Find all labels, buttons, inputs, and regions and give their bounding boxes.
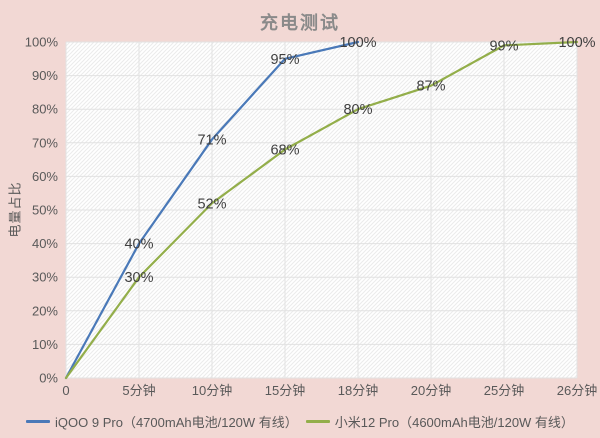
x-tick-label: 0 bbox=[62, 383, 69, 398]
data-point-label: 68% bbox=[270, 143, 299, 159]
legend-item-xiaomi-12-pro: 小米12 Pro（4600mAh电池/120W 有线） bbox=[305, 412, 574, 431]
legend-item-iqoo-9-pro: iQOO 9 Pro（4700mAh电池/120W 有线） bbox=[26, 412, 298, 431]
x-tick-label: 15分钟 bbox=[265, 383, 305, 398]
y-tick-label: 60% bbox=[32, 169, 58, 184]
gridlines bbox=[65, 41, 578, 379]
y-tick-label: 100% bbox=[25, 35, 59, 50]
y-tick-label: 20% bbox=[32, 303, 58, 318]
y-tick-label: 0% bbox=[39, 371, 58, 386]
data-point-label: 80% bbox=[343, 102, 372, 118]
data-point-label: 40% bbox=[124, 237, 153, 253]
series-line-0 bbox=[64, 40, 360, 380]
x-tick-label: 26分钟 bbox=[557, 383, 597, 398]
data-point-label: 100% bbox=[558, 35, 595, 51]
series-lines bbox=[64, 40, 579, 380]
y-tick-label: 90% bbox=[32, 68, 58, 83]
axis-tick-labels: 0% 10% 20% 30% 40% 50% 60% 70% 80% 90% 100% 0 5分钟 10分… bbox=[25, 35, 597, 399]
data-point-label: 100% bbox=[339, 35, 376, 51]
legend: iQOO 9 Pro（4700mAh电池/120W 有线） 小米12 Pro（4… bbox=[0, 412, 600, 431]
data-point-label: 30% bbox=[124, 270, 153, 286]
y-tick-label: 40% bbox=[32, 236, 58, 251]
y-axis-title: 电量占比 bbox=[7, 181, 23, 238]
data-point-label: 71% bbox=[197, 132, 226, 148]
y-tick-label: 50% bbox=[32, 203, 58, 218]
x-tick-label: 25分钟 bbox=[484, 383, 524, 398]
y-tick-label: 70% bbox=[32, 135, 58, 150]
x-tick-label: 20分钟 bbox=[411, 383, 451, 398]
legend-label: iQOO 9 Pro（4700mAh电池/120W 有线） bbox=[55, 415, 298, 430]
data-point-label: 87% bbox=[416, 79, 445, 95]
y-tick-label: 30% bbox=[32, 270, 58, 285]
data-point-label: 95% bbox=[270, 52, 299, 68]
chart-title: 充电测试 bbox=[260, 13, 340, 33]
x-tick-label: 18分钟 bbox=[338, 383, 378, 398]
data-point-label: 99% bbox=[489, 38, 518, 54]
xiaomi-line-swatch-icon bbox=[305, 420, 330, 423]
iqoo-line-swatch-icon bbox=[26, 420, 51, 423]
legend-label: 小米12 Pro（4600mAh电池/120W 有线） bbox=[334, 415, 574, 430]
y-tick-label: 10% bbox=[32, 337, 58, 352]
y-tick-label: 80% bbox=[32, 102, 58, 117]
x-tick-label: 10分钟 bbox=[192, 383, 232, 398]
data-point-labels: 40% 71% 95% 100% 30% 52% 68% 80% 87% 99% 100% bbox=[124, 35, 595, 286]
data-point-label: 52% bbox=[197, 196, 226, 212]
x-tick-label: 5分钟 bbox=[122, 383, 155, 398]
series-line-1 bbox=[64, 40, 579, 380]
